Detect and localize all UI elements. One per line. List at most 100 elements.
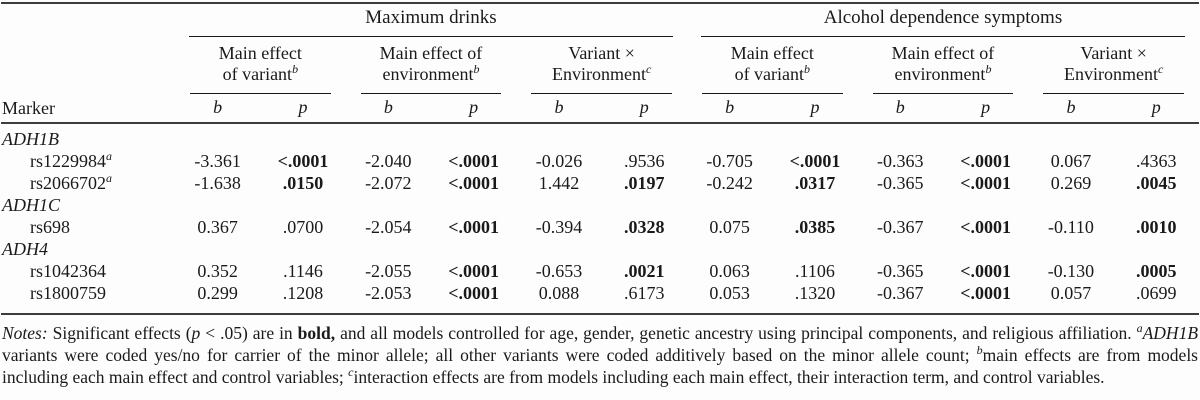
stat-cell: -0.242	[706, 173, 753, 193]
effect-header-row: Main effect of variantb Main effect of e…	[1, 37, 1199, 94]
stat-cell: 0.063	[709, 261, 750, 281]
stat-cell: .1106	[795, 261, 835, 281]
marker-row-rs1042364: rs1042364 0.352 .1146 -2.055 <.0001 -0.6…	[1, 260, 1199, 282]
group-header-spacer	[1, 3, 175, 37]
stat-cell: .0150	[282, 173, 324, 193]
effect-label-line2: environmentb	[382, 62, 480, 84]
marker-label: rs2066702a	[30, 171, 112, 193]
notes-segment: p	[191, 323, 201, 343]
effect-label-line2: environmentb	[894, 62, 992, 84]
effect-label-line1: Main effect of	[891, 43, 995, 63]
marker-label: rs1229984a	[30, 149, 112, 171]
gene-row-adh1b: ADH1B	[1, 123, 1199, 150]
stat-cell: .1208	[260, 282, 346, 315]
effect-label-line2: of variantb	[222, 62, 299, 84]
stat-cell: .1320	[772, 282, 858, 315]
stat-cell: -0.130	[1047, 261, 1095, 281]
stat-header-p: p	[942, 94, 1029, 124]
effect-header-main-environment-md: Main effect of environmentb	[346, 37, 517, 94]
stat-cell: .1146	[283, 261, 323, 281]
effect-header-main-variant-md: Main effect of variantb	[175, 37, 346, 94]
gene-label: ADH4	[2, 239, 48, 259]
stat-cell: -2.054	[365, 217, 412, 237]
stat-cell: <.0001	[448, 151, 500, 171]
marker-label: rs698	[30, 217, 70, 237]
stat-cell: 0.067	[1050, 151, 1092, 171]
stat-header-b: b	[175, 94, 261, 124]
stat-cell: -2.053	[345, 282, 431, 315]
stat-cell: 0.088	[516, 282, 602, 315]
stat-cell: -0.365	[877, 173, 924, 193]
gene-row-adh4: ADH4	[1, 238, 1199, 260]
footnote-marker: b	[473, 62, 480, 76]
stat-cell: .0197	[624, 173, 665, 193]
footnote-marker: c	[645, 62, 652, 76]
stat-cell: 0.053	[686, 282, 773, 315]
stat-header-b: b	[1028, 94, 1114, 124]
marker-row-rs2066702: rs2066702a -1.638 .0150 -2.072 <.0001 1.…	[1, 172, 1199, 194]
stat-cell: <.0001	[789, 151, 841, 171]
stat-cell: .0385	[794, 217, 836, 237]
stat-cell: -0.365	[877, 261, 924, 281]
effect-header-main-environment-ads: Main effect of environmentb	[858, 37, 1029, 94]
effect-label-line2: of variantb	[734, 62, 811, 84]
stat-cell: -2.072	[365, 173, 412, 193]
stat-cell: -0.110	[1048, 217, 1094, 237]
marker-row-rs698: rs698 0.367 .0700 -2.054 <.0001 -0.394 .…	[1, 216, 1199, 238]
stat-cell: -0.026	[535, 151, 583, 171]
stat-cell: .0328	[624, 217, 665, 237]
stat-cell: -2.055	[365, 261, 412, 281]
stat-cell: .0317	[794, 173, 836, 193]
gene-label: ADH1B	[2, 129, 59, 149]
stat-header-p: p	[601, 94, 687, 124]
stat-cell: .0005	[1136, 261, 1177, 281]
group-label: Alcohol dependence symptoms	[823, 7, 1063, 28]
stat-cell: .0699	[1113, 282, 1199, 315]
group-header-row: Maximum drinks Alcohol dependence sympto…	[1, 3, 1199, 37]
stat-cell: -0.363	[877, 151, 924, 171]
stat-cell: <.0001	[448, 261, 500, 281]
stat-cell: .4363	[1136, 151, 1177, 171]
stat-cell: -3.361	[194, 151, 241, 171]
marker-row-rs1229984: rs1229984a -3.361 <.0001 -2.040 <.0001 -…	[1, 150, 1199, 172]
stat-cell: -0.394	[535, 217, 583, 237]
stat-cell: -2.040	[365, 151, 412, 171]
group-header-maximum-drinks: Maximum drinks	[175, 3, 687, 37]
notes-segment: and all models controlled for age, gende…	[335, 323, 1137, 343]
footnote-marker: c	[348, 365, 354, 380]
effect-header-variant-x-environment-ads: Variant × Environmentc	[1028, 37, 1199, 94]
marker-label: rs1800759	[1, 282, 175, 315]
stat-cell: <.0001	[960, 261, 1011, 281]
stat-cell: .9536	[624, 151, 665, 171]
effect-label-line1: Variant ×	[1080, 43, 1147, 63]
stat-header-b: b	[516, 94, 602, 124]
notes-segment: variants were coded yes/no for carrier o…	[2, 345, 977, 365]
stat-cell: 0.075	[709, 217, 750, 237]
notes-segment: Notes:	[2, 323, 48, 343]
stat-cell: <.0001	[960, 151, 1011, 171]
effect-label-line1: Main effect	[730, 43, 814, 63]
stat-cell: -1.638	[194, 173, 241, 193]
stat-cell: .0021	[624, 261, 665, 281]
effect-label-line2: Environmentc	[551, 62, 652, 84]
footnote-marker: a	[106, 171, 112, 185]
stat-header-b: b	[686, 94, 773, 124]
notes-segment: < .05) are in	[200, 323, 298, 343]
group-header-alcohol-dependence-symptoms: Alcohol dependence symptoms	[687, 3, 1199, 37]
stat-cell: -0.367	[877, 217, 924, 237]
footnote-marker: b	[804, 62, 811, 76]
stat-cell: 0.299	[175, 282, 261, 315]
stat-cell: .6173	[601, 282, 687, 315]
stat-cell: 0.269	[1050, 173, 1092, 193]
stat-cell: 0.057	[1028, 282, 1114, 315]
stat-cell: 0.367	[197, 217, 238, 237]
stat-cell: .0700	[282, 217, 324, 237]
marker-row-rs1800759: rs1800759 0.299 .1208 -2.053 <.0001 0.08…	[1, 282, 1199, 315]
footnote-marker: b	[976, 343, 983, 358]
gene-row-adh1c: ADH1C	[1, 194, 1199, 216]
stat-cell: -0.705	[706, 151, 753, 171]
stat-cell: <.0001	[430, 282, 517, 315]
stat-cell: <.0001	[942, 282, 1029, 315]
stat-header-b: b	[857, 94, 943, 124]
marker-column-header: Marker	[1, 94, 175, 124]
